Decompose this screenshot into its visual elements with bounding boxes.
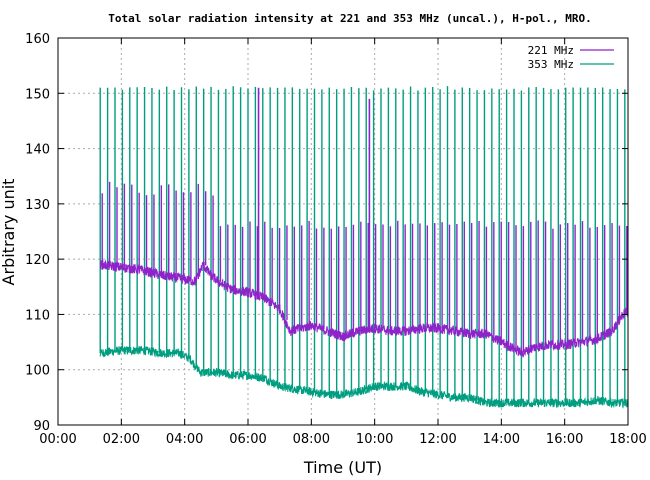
series-layer	[99, 87, 629, 409]
calibration-spikes	[99, 86, 628, 403]
y-tick-label: 160	[25, 32, 50, 47]
x-axis-ticks: 00:00 02:00 04:00 06:00 08:00 10:00 12:00 14:00…	[39, 38, 647, 447]
grid-lines	[58, 38, 628, 425]
plot-frame	[57, 37, 629, 426]
x-tick-label: 14:00	[483, 432, 520, 447]
x-tick-label: 08:00	[293, 432, 330, 447]
y-tick-label: 150	[25, 87, 50, 102]
x-tick-label: 16:00	[546, 432, 583, 447]
legend-label-221: 221 MHz	[528, 44, 574, 57]
chart-title: Total solar radiation intensity at 221 a…	[108, 12, 591, 25]
y-tick-label: 120	[25, 253, 50, 268]
y-tick-label: 110	[25, 308, 50, 323]
x-tick-label: 02:00	[103, 432, 140, 447]
legend-label-353: 353 MHz	[528, 58, 574, 71]
y-tick-label: 140	[25, 143, 50, 158]
x-tick-label: 00:00	[39, 432, 76, 447]
x-tick-label: 12:00	[419, 432, 456, 447]
series-221-line	[99, 259, 629, 358]
x-tick-label: 04:00	[166, 432, 203, 447]
x-tick-label: 06:00	[229, 432, 266, 447]
legend: 221 MHz 353 MHz	[528, 44, 614, 71]
x-tick-label: 10:00	[356, 432, 393, 447]
series-353-line	[99, 345, 629, 409]
y-tick-label: 130	[25, 198, 50, 213]
x-axis-label: Time (UT)	[303, 458, 382, 477]
y-tick-label: 90	[33, 419, 50, 434]
y-tick-label: 100	[25, 364, 50, 379]
y-axis-label: Arbitrary unit	[0, 179, 18, 286]
x-tick-label: 18:00	[609, 432, 646, 447]
y-axis-ticks: 90 100 110 120 130 140 150 160	[25, 32, 628, 434]
